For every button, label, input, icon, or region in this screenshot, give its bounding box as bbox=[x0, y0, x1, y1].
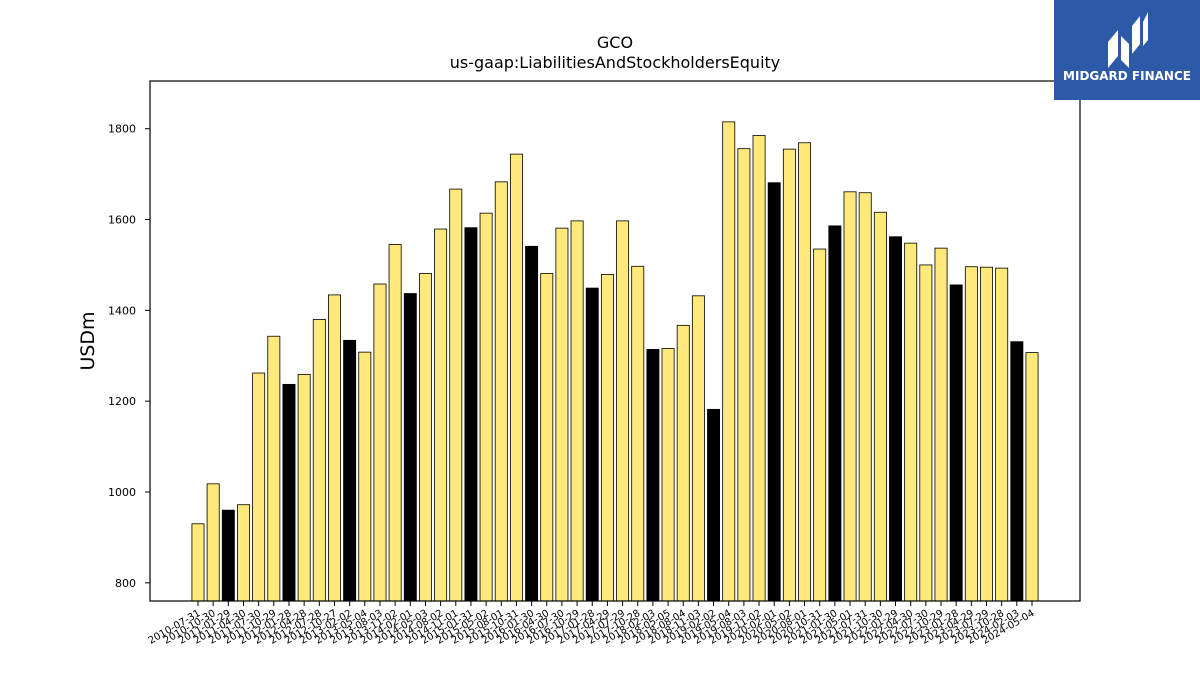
bar-2017-01-28 bbox=[585, 287, 599, 602]
chart-subtitle: us-gaap:LiabilitiesAndStockholdersEquity bbox=[450, 53, 781, 72]
plot-frame bbox=[149, 80, 1081, 602]
bar-2016-04-30 bbox=[540, 273, 554, 602]
bar-2011-01-29 bbox=[221, 509, 235, 602]
logo-mark-icon bbox=[1108, 12, 1148, 68]
bar-2011-07-30 bbox=[252, 372, 266, 602]
bar-2022-01-29 bbox=[889, 236, 902, 602]
bar-2019-08-03 bbox=[737, 148, 751, 602]
bar-2015-01-31 bbox=[464, 227, 478, 602]
bar-2014-08-02 bbox=[434, 228, 448, 602]
y-tick-label: 800 bbox=[115, 577, 136, 590]
bar-2010-10-30 bbox=[206, 483, 220, 602]
logo-text: MIDGARD FINANCE bbox=[1063, 69, 1191, 83]
bar-2015-08-01 bbox=[494, 181, 508, 602]
bar-2014-11-01 bbox=[449, 188, 463, 602]
logo: MIDGARD FINANCE bbox=[1054, 0, 1200, 100]
bar-2022-10-29 bbox=[934, 247, 948, 602]
bar-2016-01-30 bbox=[525, 245, 539, 602]
bar-2010-07-31 bbox=[191, 523, 205, 602]
bar-2015-10-31 bbox=[509, 153, 523, 602]
bar-2012-10-27 bbox=[328, 294, 341, 602]
bar-2021-05-01 bbox=[843, 191, 857, 602]
bar-2017-04-29 bbox=[600, 274, 614, 602]
bar-2011-10-29 bbox=[267, 335, 281, 602]
bar-2014-02-01 bbox=[403, 293, 417, 602]
bar-2021-07-31 bbox=[858, 192, 872, 602]
bar-2016-10-29 bbox=[570, 220, 584, 602]
bar-2012-01-28 bbox=[282, 383, 296, 602]
bar-2018-02-03 bbox=[646, 348, 660, 602]
y-axis: 800 1000 1200 1400 1600 1800 bbox=[108, 123, 150, 590]
bar-2013-02-02 bbox=[343, 339, 357, 602]
bar-2018-08-04 bbox=[676, 324, 690, 602]
y-tick-label: 1000 bbox=[108, 486, 136, 499]
bar-2021-10-30 bbox=[873, 211, 887, 602]
bar-2023-04-29 bbox=[964, 266, 978, 602]
bar-2019-11-02 bbox=[752, 135, 766, 602]
bar-2020-08-01 bbox=[798, 142, 812, 602]
bars-layer bbox=[191, 121, 1039, 602]
chart-title: GCO bbox=[597, 33, 633, 52]
bar-2020-10-31 bbox=[813, 248, 827, 602]
bar-2018-05-05 bbox=[661, 348, 675, 602]
x-axis: 2010-07-312010-10-302011-01-292011-04-30… bbox=[147, 601, 1037, 647]
bar-2023-07-29 bbox=[980, 266, 993, 602]
bar-2013-08-03 bbox=[373, 283, 387, 602]
bar-2014-05-03 bbox=[418, 273, 432, 602]
bar-2020-02-01 bbox=[767, 182, 781, 602]
bar-2015-05-02 bbox=[479, 212, 493, 602]
bar-2019-02-02 bbox=[707, 408, 721, 602]
bar-2018-11-03 bbox=[691, 295, 705, 602]
bar-2023-01-28 bbox=[949, 284, 963, 602]
bar-2012-04-28 bbox=[297, 373, 311, 602]
bar-2017-07-29 bbox=[616, 220, 630, 602]
bar-2024-05-04 bbox=[1025, 352, 1039, 602]
y-axis-label: USDm bbox=[77, 311, 99, 370]
bar-2020-05-02 bbox=[782, 148, 796, 602]
bar-2022-07-30 bbox=[919, 264, 933, 602]
bar-2024-02-03 bbox=[1010, 341, 1024, 602]
bar-2021-01-30 bbox=[828, 225, 842, 602]
y-tick-label: 1400 bbox=[108, 304, 136, 317]
bar-2017-10-28 bbox=[631, 265, 645, 602]
bar-2019-05-04 bbox=[722, 121, 736, 602]
bar-2013-05-04 bbox=[358, 351, 372, 602]
y-tick-label: 1800 bbox=[108, 123, 136, 136]
bar-2023-10-28 bbox=[995, 267, 1009, 602]
bar-2013-11-02 bbox=[388, 244, 402, 602]
bar-2012-07-28 bbox=[312, 319, 326, 602]
bar-2016-07-30 bbox=[555, 227, 569, 602]
bar-2011-04-30 bbox=[237, 504, 250, 602]
bar-2022-04-30 bbox=[904, 242, 918, 602]
y-tick-label: 1200 bbox=[108, 395, 136, 408]
y-tick-label: 1600 bbox=[108, 214, 136, 227]
